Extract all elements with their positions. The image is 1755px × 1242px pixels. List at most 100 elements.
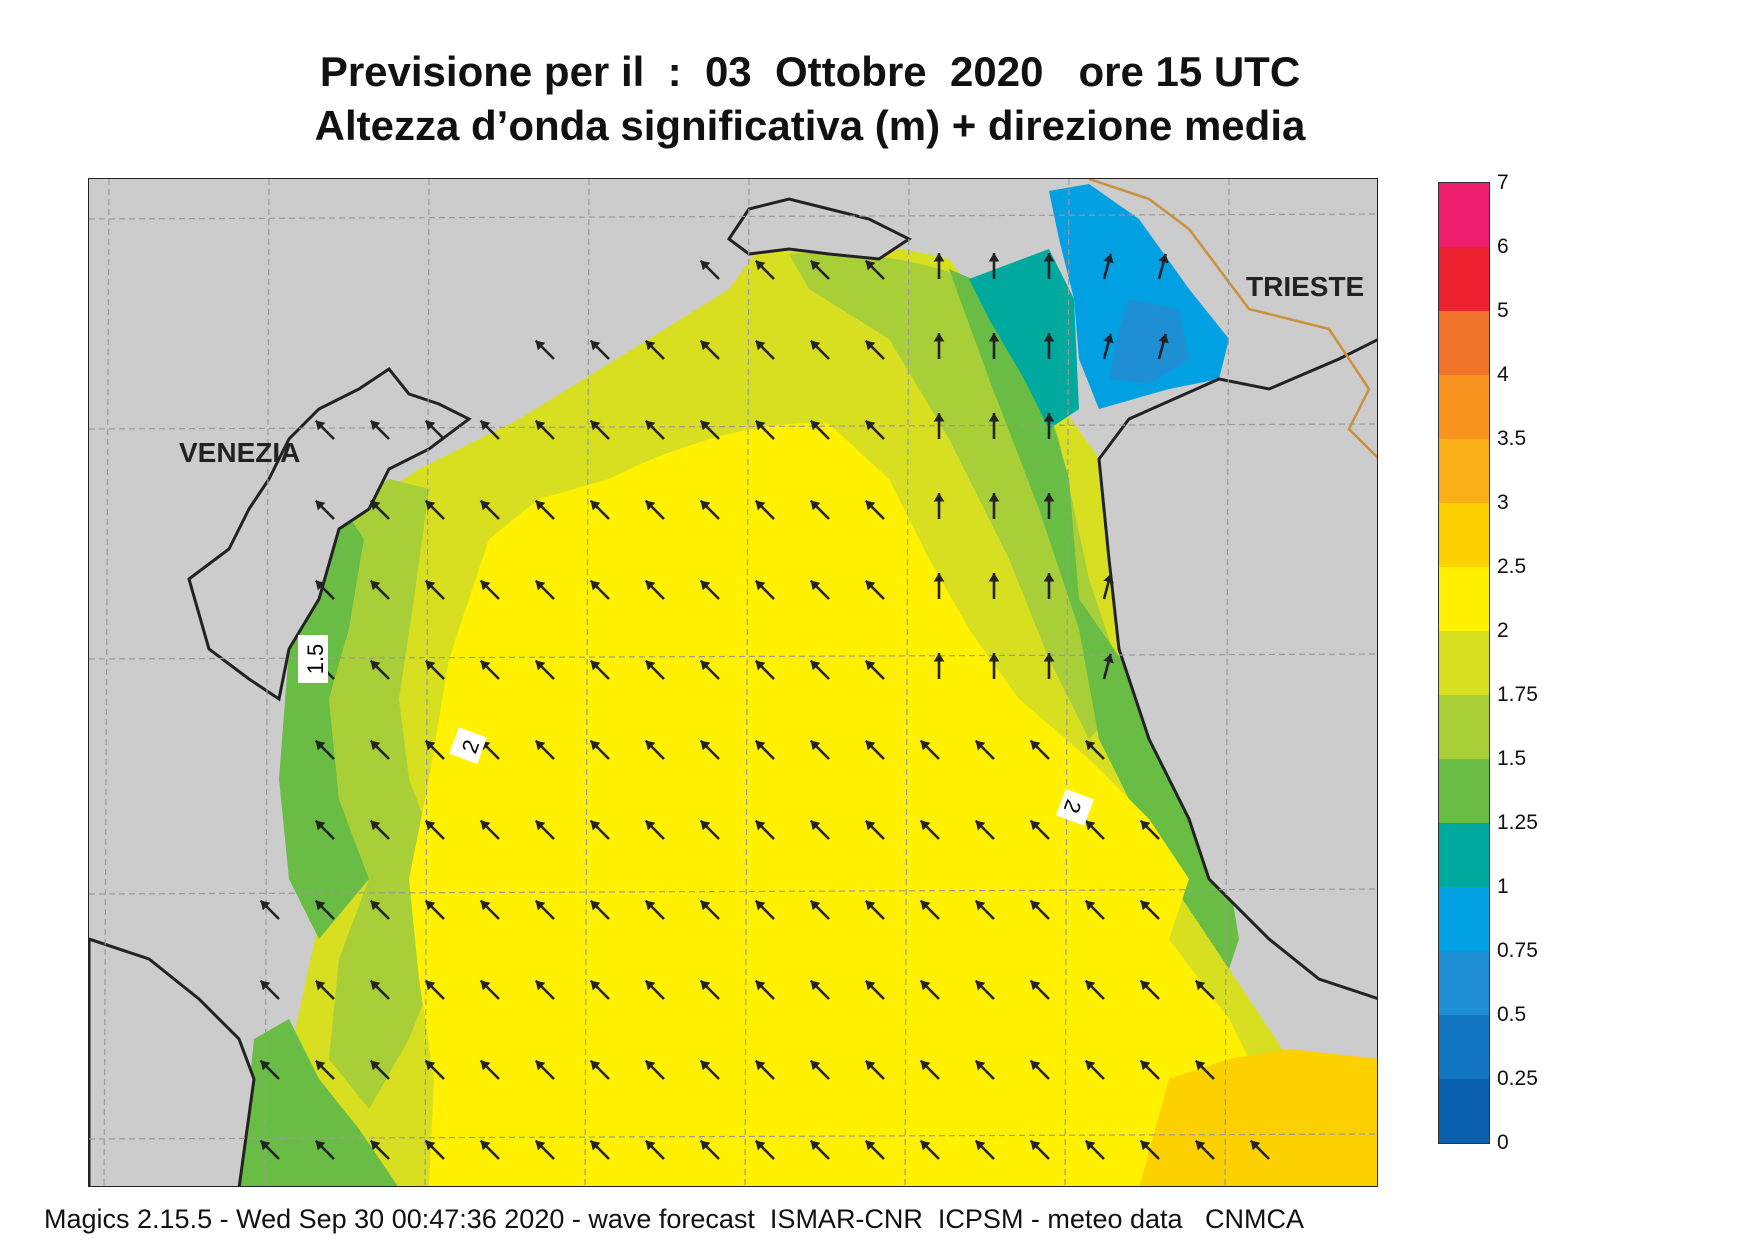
direction-arrow-head: [535, 1140, 546, 1151]
direction-arrow-head: [755, 900, 766, 911]
sea-band-2-5: [1139, 1049, 1377, 1186]
direction-arrow-head: [425, 820, 436, 831]
legend-swatch: [1439, 951, 1489, 1015]
direction-arrow-head: [370, 900, 381, 911]
direction-arrow-head: [260, 1060, 271, 1071]
lagoon-land: [187, 366, 472, 702]
direction-arrow-head: [810, 340, 821, 351]
direction-arrow-head: [370, 660, 381, 671]
direction-arrow-head: [920, 900, 931, 911]
direction-arrow-head: [315, 740, 326, 751]
legend-tick-label: 1.5: [1497, 747, 1527, 770]
sea-band-1-5: [789, 252, 1129, 739]
wave-direction-arrows: [259, 253, 1270, 1160]
direction-arrow-head: [755, 1060, 766, 1071]
direction-arrow-head: [645, 580, 656, 591]
direction-arrow-head: [1030, 740, 1041, 751]
city-label-venezia: VENEZIA: [179, 437, 301, 468]
direction-arrow-head: [645, 740, 656, 751]
direction-arrow-head: [370, 820, 381, 831]
direction-arrow-head: [535, 500, 546, 511]
direction-arrow-head: [645, 500, 656, 511]
direction-arrow-head: [535, 1060, 546, 1071]
direction-arrow-head: [810, 740, 821, 751]
direction-arrow-head: [480, 1140, 491, 1151]
direction-arrow-head: [700, 900, 711, 911]
direction-arrow-head: [1043, 333, 1055, 342]
direction-arrow-head: [865, 980, 876, 991]
direction-arrow-head: [810, 500, 821, 511]
direction-arrow-head: [535, 660, 546, 671]
direction-arrow-head: [1140, 1060, 1151, 1071]
legend-swatch: [1439, 439, 1489, 503]
direction-arrow-head: [755, 1140, 766, 1151]
direction-arrow-head: [535, 740, 546, 751]
direction-arrow-head: [315, 1060, 326, 1071]
direction-arrow-head: [480, 1060, 491, 1071]
direction-arrow-head: [865, 580, 876, 591]
legend-tick-label: 2: [1497, 619, 1509, 642]
direction-arrow-head: [480, 500, 491, 511]
direction-arrow-head: [480, 980, 491, 991]
direction-arrow-head: [480, 900, 491, 911]
direction-arrow-head: [1043, 493, 1055, 502]
direction-arrow-head: [755, 580, 766, 591]
direction-arrow-head: [1103, 653, 1114, 664]
legend-tick-label: 6: [1497, 235, 1509, 258]
direction-arrow-head: [590, 1060, 601, 1071]
wave-height-map: 1.5 2 2 VENEZIA TRIESTE: [88, 178, 1378, 1187]
direction-arrow-head: [1043, 573, 1055, 582]
direction-arrow-head: [535, 580, 546, 591]
direction-arrow-head: [370, 1060, 381, 1071]
direction-arrow-head: [700, 660, 711, 671]
direction-arrow-head: [975, 820, 986, 831]
direction-arrow-head: [645, 980, 656, 991]
legend-tick-label: 0.75: [1497, 939, 1538, 962]
direction-arrow-head: [1085, 1140, 1096, 1151]
direction-arrow-head: [700, 980, 711, 991]
map-subtitle: Altezza d’onda significativa (m) + direz…: [314, 102, 1306, 149]
direction-arrow-head: [920, 1140, 931, 1151]
direction-arrow-head: [590, 740, 601, 751]
direction-arrow-head: [933, 653, 945, 662]
contour-label-2-east-group: 2: [1056, 789, 1094, 826]
legend-tick-label: 4: [1497, 363, 1509, 386]
direction-arrow-head: [755, 500, 766, 511]
direction-arrow-head: [865, 1140, 876, 1151]
direction-arrow-head: [810, 580, 821, 591]
direction-arrow-head: [425, 900, 436, 911]
direction-arrow-head: [370, 740, 381, 751]
direction-arrow-head: [480, 820, 491, 831]
direction-arrow-head: [810, 420, 821, 431]
direction-arrow-head: [315, 1140, 326, 1151]
direction-arrow-head: [370, 500, 381, 511]
direction-arrow-head: [865, 1060, 876, 1071]
direction-arrow-head: [1158, 253, 1169, 264]
direction-arrow-head: [700, 820, 711, 831]
direction-arrow-head: [700, 1060, 711, 1071]
direction-arrow-head: [810, 660, 821, 671]
direction-arrow-head: [933, 333, 945, 342]
sea-band-1-25-east: [949, 269, 1239, 969]
legend-swatch: [1439, 1079, 1489, 1143]
direction-arrow-head: [1158, 333, 1169, 344]
map-canvas: 1.5 2 2: [89, 179, 1377, 1186]
direction-arrow-head: [425, 580, 436, 591]
direction-arrow-head: [645, 900, 656, 911]
direction-arrow-head: [920, 980, 931, 991]
direction-arrow-head: [425, 1060, 436, 1071]
direction-arrow-head: [920, 740, 931, 751]
sea-band-1: [969, 249, 1079, 429]
direction-arrow-head: [645, 340, 656, 351]
direction-arrow-head: [1043, 253, 1055, 262]
direction-arrow-head: [535, 980, 546, 991]
legend-swatch: [1439, 823, 1489, 887]
legend-tick-label: 1.75: [1497, 683, 1538, 706]
direction-arrow-head: [1140, 1140, 1151, 1151]
direction-arrow-head: [315, 420, 326, 431]
legend-tick-label: 7: [1497, 171, 1509, 194]
istria-land: [1097, 338, 1377, 1000]
legend-tick-label: 0.5: [1497, 1003, 1527, 1026]
direction-arrow-head: [645, 420, 656, 431]
direction-arrow-head: [865, 420, 876, 431]
